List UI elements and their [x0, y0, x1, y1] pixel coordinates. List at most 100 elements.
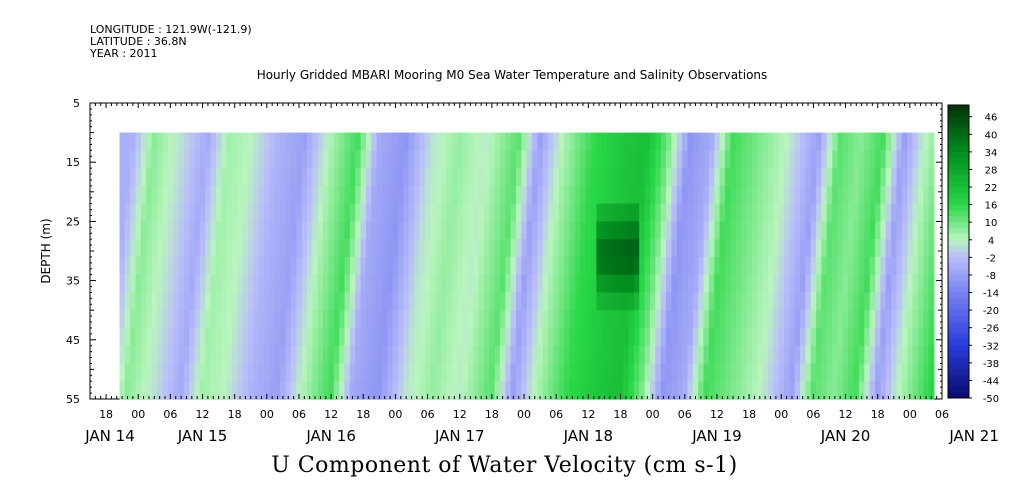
heatmap-cell	[473, 168, 479, 187]
heatmap-cell	[178, 168, 185, 187]
heatmap-cell	[542, 203, 549, 222]
heatmap-cell	[800, 274, 806, 293]
heatmap-cell	[274, 150, 281, 169]
heatmap-cell	[441, 256, 447, 276]
heatmap-cell	[157, 203, 163, 222]
heatmap-cell	[826, 150, 833, 169]
heatmap-cell	[210, 132, 217, 151]
y-tick-label: 45	[66, 334, 80, 347]
heatmap-cell	[644, 292, 651, 311]
heatmap-cell	[328, 221, 335, 240]
heatmap-cell	[183, 221, 190, 240]
heatmap-cell	[633, 345, 640, 364]
heatmap-cell	[698, 292, 704, 311]
heatmap-cell	[248, 274, 254, 293]
heatmap-cell	[896, 328, 903, 347]
heatmap-cell	[387, 221, 394, 240]
heatmap-cell	[607, 221, 613, 240]
heatmap-cell	[767, 168, 774, 187]
heatmap-cell	[146, 345, 153, 364]
heatmap-cell	[199, 239, 206, 258]
heatmap-cell	[800, 381, 806, 400]
heatmap-cell	[264, 381, 270, 400]
heatmap-cell	[349, 185, 356, 205]
heatmap-cell	[821, 328, 828, 347]
heatmap-cell	[140, 203, 147, 222]
heatmap-cell	[178, 203, 185, 222]
heatmap-cell	[848, 274, 854, 293]
heatmap-cell	[591, 132, 597, 151]
heatmap-cell	[532, 274, 538, 293]
colorbar-swatch	[948, 333, 969, 340]
heatmap-cell	[912, 292, 919, 311]
colorbar-label: -14	[983, 289, 999, 300]
heatmap-cell	[660, 221, 667, 240]
heatmap-cell	[783, 239, 790, 258]
heatmap-cell	[767, 203, 774, 222]
heatmap-cell	[891, 203, 897, 222]
heatmap-cell	[794, 221, 801, 240]
heatmap-cell	[135, 221, 142, 240]
heatmap-cell	[585, 256, 592, 276]
heatmap-cell	[858, 274, 865, 293]
heatmap-cell	[837, 292, 844, 311]
heatmap-cell	[864, 185, 871, 205]
heatmap-cell	[650, 221, 656, 240]
x-tick-label: 00	[260, 408, 274, 421]
heatmap-cell	[446, 274, 453, 293]
heatmap-cell	[607, 310, 613, 329]
heatmap-cell	[923, 345, 929, 364]
heatmap-cell	[698, 256, 704, 276]
heatmap-cell	[151, 292, 158, 311]
heatmap-cell	[237, 203, 244, 222]
heatmap-cell	[419, 203, 426, 222]
heatmap-cell	[875, 274, 881, 293]
heatmap-cell	[414, 256, 420, 276]
heatmap-cell	[408, 363, 415, 382]
heatmap-cell	[435, 256, 442, 276]
heatmap-cell	[162, 381, 169, 400]
heatmap-cell	[912, 203, 919, 222]
heatmap-cell	[124, 132, 131, 151]
heatmap-cell	[928, 256, 935, 276]
heatmap-cell	[767, 132, 774, 151]
heatmap-cell	[135, 274, 142, 293]
heatmap-cell	[585, 203, 592, 222]
heatmap-cell	[221, 256, 228, 276]
heatmap-cell	[687, 274, 694, 293]
heatmap-cell	[483, 274, 490, 293]
colorbar-swatch	[948, 257, 969, 264]
heatmap-cell	[725, 274, 731, 293]
heatmap-cell	[789, 328, 796, 347]
heatmap-cell	[607, 132, 613, 151]
heatmap-cell	[767, 239, 774, 258]
heatmap-cell	[221, 274, 228, 293]
heatmap-cell	[296, 132, 303, 151]
heatmap-cell	[462, 203, 469, 222]
heatmap-cell	[173, 239, 179, 258]
heatmap-cell	[725, 239, 731, 258]
heatmap-cell	[135, 239, 142, 258]
heatmap-cell	[328, 185, 335, 205]
heatmap-cell	[505, 132, 512, 151]
heatmap-cell	[591, 363, 597, 382]
heatmap-cell	[773, 310, 779, 329]
heatmap-cell	[912, 239, 919, 258]
heatmap-cell	[317, 168, 324, 187]
heatmap-cell	[328, 328, 335, 347]
heatmap-cell	[339, 150, 345, 169]
heatmap-cell	[837, 310, 844, 329]
heatmap-cell	[650, 256, 656, 276]
heatmap-cell	[923, 203, 929, 222]
heatmap-cell	[746, 185, 753, 205]
heatmap-cell	[301, 221, 308, 240]
heatmap-cell	[333, 256, 340, 276]
heatmap-cell	[644, 221, 651, 240]
heatmap-cell	[542, 292, 549, 311]
heatmap-cell	[183, 345, 190, 364]
heatmap-cell	[366, 132, 372, 151]
heatmap-cell	[741, 132, 747, 151]
heatmap-cell	[923, 239, 929, 258]
heatmap-cell	[387, 345, 394, 364]
heatmap-cell	[671, 239, 678, 258]
